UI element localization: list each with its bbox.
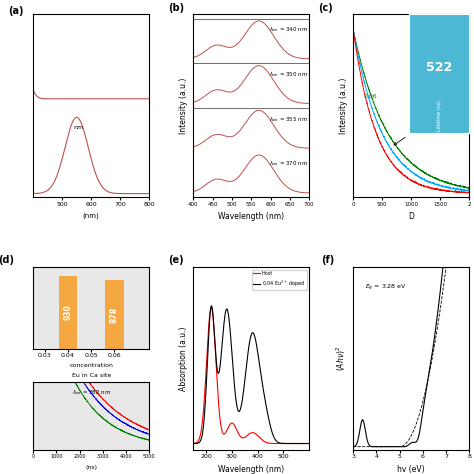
Text: (f): (f): [321, 255, 334, 265]
X-axis label: (ns): (ns): [85, 465, 97, 470]
0.04 Eu$^{2+}$ doped: [202, 403, 208, 409]
Text: $\lambda_{ex}$ = 382 nm: $\lambda_{ex}$ = 382 nm: [72, 389, 111, 398]
Host: [270, 441, 276, 447]
X-axis label: (nm): (nm): [83, 212, 100, 219]
0.04 Eu$^{2+}$ doped: [237, 407, 243, 412]
X-axis label: D: D: [408, 212, 414, 221]
Legend: Host, 0.04 Eu$^{2+}$ doped: Host, 0.04 Eu$^{2+}$ doped: [252, 270, 307, 290]
Text: (a): (a): [8, 6, 23, 16]
0.04 Eu$^{2+}$ doped: [209, 303, 214, 309]
Host: [281, 441, 287, 447]
Y-axis label: Intensity (a.u.): Intensity (a.u.): [179, 78, 188, 134]
Text: 878: 878: [110, 307, 119, 323]
Text: 0.06: 0.06: [364, 94, 377, 99]
Host: [237, 433, 243, 439]
Y-axis label: $(Ah\nu)^2$: $(Ah\nu)^2$: [334, 346, 348, 371]
Host: [209, 305, 214, 310]
Text: (b): (b): [168, 2, 184, 12]
Host: [283, 441, 289, 447]
Y-axis label: Absorption (a.u.): Absorption (a.u.): [179, 327, 188, 391]
Text: nm: nm: [74, 125, 84, 130]
Text: $\lambda_{ex}$ = 340 nm: $\lambda_{ex}$ = 340 nm: [269, 26, 309, 34]
X-axis label: Wavelength (nm): Wavelength (nm): [218, 465, 284, 474]
Y-axis label: Intensity (a.u.): Intensity (a.u.): [339, 78, 348, 134]
X-axis label: Wavelength (nm): Wavelength (nm): [218, 212, 284, 221]
Bar: [59, 276, 77, 349]
Bar: [105, 281, 124, 349]
0.04 Eu$^{2+}$ doped: [242, 381, 247, 387]
Line: Host: Host: [193, 308, 309, 444]
Text: $\lambda_{ex}$ = 350 nm: $\lambda_{ex}$ = 350 nm: [269, 70, 309, 79]
Text: Eu in Ca site: Eu in Ca site: [72, 373, 111, 378]
X-axis label: concentration: concentration: [69, 364, 113, 368]
Line: 0.04 Eu$^{2+}$ doped: 0.04 Eu$^{2+}$ doped: [193, 306, 309, 444]
Host: [202, 385, 208, 391]
X-axis label: hv (eV): hv (eV): [398, 465, 425, 474]
0.04 Eu$^{2+}$ doped: [270, 432, 276, 438]
Host: [242, 435, 247, 440]
Text: (e): (e): [168, 255, 183, 265]
Text: (c): (c): [319, 2, 333, 12]
Text: (d): (d): [0, 255, 14, 265]
Text: $\lambda_{ex}$ = 355 nm: $\lambda_{ex}$ = 355 nm: [269, 115, 309, 124]
0.04 Eu$^{2+}$ doped: [281, 441, 287, 447]
Text: 0.01: 0.01: [394, 128, 422, 145]
Text: $\lambda_{ex}$ = 370 nm: $\lambda_{ex}$ = 370 nm: [269, 159, 309, 168]
0.04 Eu$^{2+}$ doped: [306, 441, 312, 447]
0.04 Eu$^{2+}$ doped: [191, 441, 196, 447]
Host: [191, 441, 196, 447]
0.04 Eu$^{2+}$ doped: [283, 441, 289, 447]
Text: $E_g$ = 3.28 eV: $E_g$ = 3.28 eV: [365, 283, 407, 293]
Host: [306, 441, 312, 447]
Text: 930: 930: [64, 305, 73, 320]
